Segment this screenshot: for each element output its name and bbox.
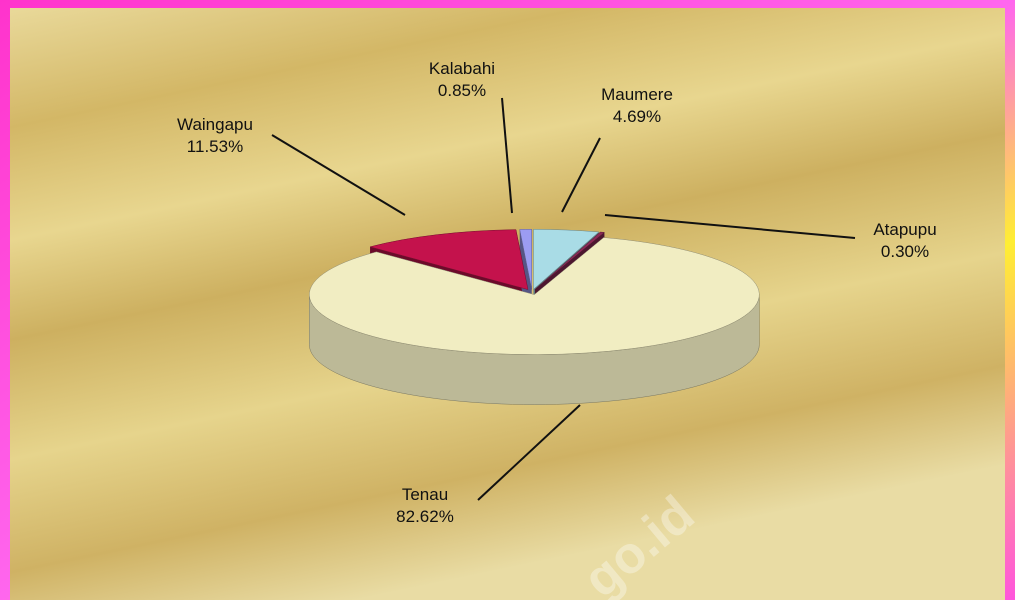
leader-line [477, 404, 581, 501]
pie-slice [534, 231, 606, 290]
slice-value-label: 0.30% [881, 242, 929, 261]
slice-label: Waingapu [177, 115, 253, 134]
slice-value-label: 11.53% [187, 137, 243, 156]
slice-value-label: 0.85% [438, 81, 486, 100]
leader-line [271, 134, 406, 216]
slice-label: Kalabahi [429, 59, 495, 78]
leader-line [561, 137, 601, 213]
pie-slice [369, 229, 529, 290]
slice-value-label: 82.62% [396, 507, 454, 526]
pie-slice [519, 229, 532, 290]
pie-slice [309, 237, 760, 355]
slice-label: Maumere [601, 85, 673, 104]
slice-label: Atapupu [873, 220, 936, 239]
pie-slice [533, 229, 600, 290]
slice-tops [309, 229, 760, 355]
leader-line [501, 97, 513, 214]
leader-line [604, 214, 856, 239]
slice-label: Tenau [402, 485, 448, 504]
slice-value-label: 4.69% [613, 107, 661, 126]
